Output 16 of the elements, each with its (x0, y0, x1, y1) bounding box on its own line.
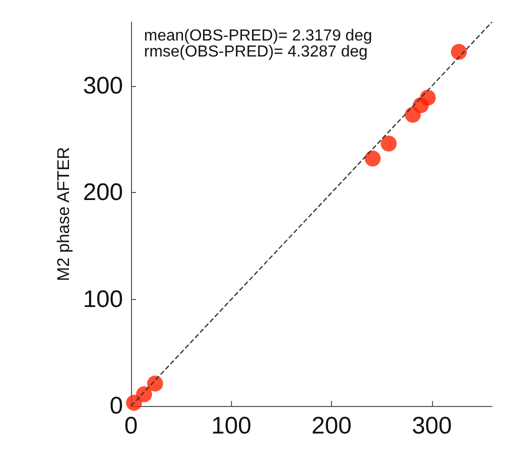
y-tick-label: 0 (110, 392, 123, 420)
point (380, 136, 397, 152)
x-tick-label: 200 (312, 412, 352, 440)
annotation: mean(OBS-PRED)= 2.3179 deg (144, 28, 372, 44)
y-tick-label: 200 (82, 179, 123, 206)
y-tick-label: 100 (82, 286, 123, 313)
point (420, 90, 436, 106)
point (450, 44, 467, 60)
x-tick-label: 100 (211, 412, 252, 440)
y-tick-label: 300 (82, 72, 123, 100)
point (147, 376, 164, 392)
annotation: rmse(OBS-PRED)= 4.3287 deg (144, 44, 368, 60)
point (364, 150, 381, 167)
point (136, 386, 152, 402)
x-tick-label: 300 (412, 412, 452, 440)
y-axis-title: M2 phase AFTER (54, 146, 74, 282)
